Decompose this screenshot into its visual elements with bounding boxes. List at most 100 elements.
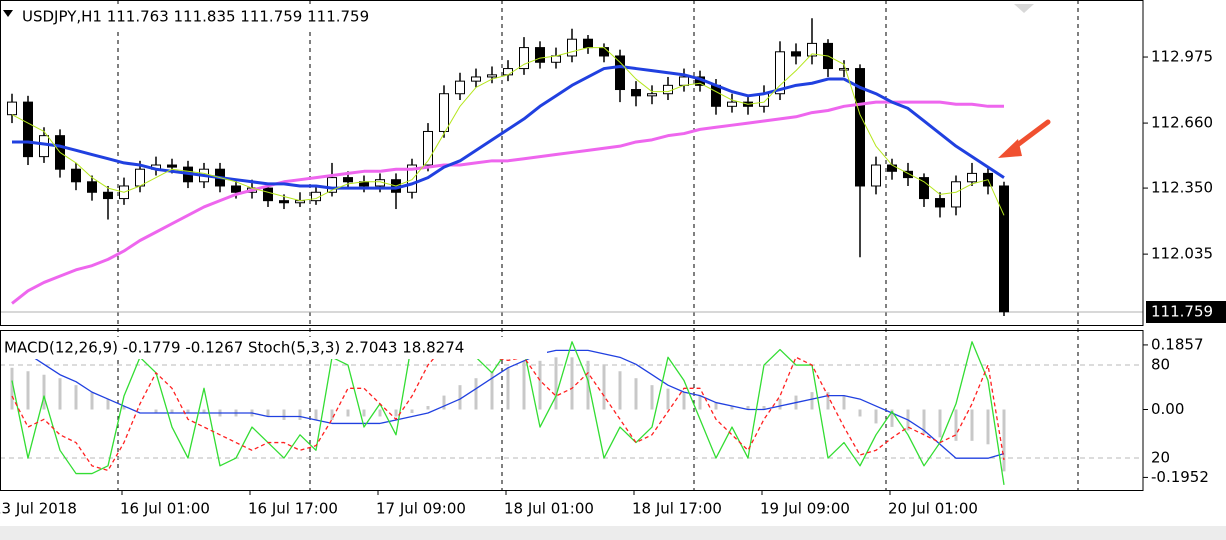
- candle-body: [807, 42, 817, 57]
- annotation-arrow: [998, 119, 1051, 158]
- histogram-bar: [26, 371, 30, 410]
- histogram-bar: [730, 406, 734, 410]
- histogram-bar: [442, 395, 446, 410]
- histogram-bar: [122, 406, 126, 410]
- histogram-bar: [762, 406, 766, 410]
- candle-body: [487, 74, 497, 78]
- histogram-bar: [458, 385, 462, 410]
- chart-menu-arrow[interactable]: [3, 10, 13, 17]
- candle-body: [567, 38, 577, 57]
- histogram-bar: [970, 409, 974, 441]
- candle-body: [871, 164, 881, 187]
- histogram-bar: [826, 392, 830, 410]
- histogram-bar: [282, 409, 286, 420]
- histogram-bar: [266, 409, 270, 417]
- last-price-box: [1146, 301, 1226, 323]
- histogram-bar: [154, 409, 158, 413]
- histogram-bar: [426, 406, 430, 410]
- candle-body: [7, 101, 17, 116]
- histogram-bar: [954, 409, 958, 441]
- histogram-bar: [570, 357, 574, 410]
- candle-body: [583, 38, 593, 49]
- chart-title: USDJPY,H1 111.763 111.835 111.759 111.75…: [22, 8, 369, 26]
- histogram-bar: [890, 409, 894, 427]
- histogram-bar: [474, 378, 478, 410]
- histogram-bar: [938, 409, 942, 438]
- status-strip: [0, 526, 1226, 540]
- histogram-bar: [298, 409, 302, 420]
- x-tick-label: 19 Jul 09:00: [760, 500, 850, 518]
- candle-body: [519, 47, 529, 70]
- candle-body: [663, 84, 673, 95]
- y-tick-label: 112.350: [1151, 179, 1213, 197]
- histogram-bar: [90, 392, 94, 410]
- candle-body: [87, 181, 97, 193]
- histogram-bar: [410, 409, 414, 413]
- candle-body: [615, 55, 625, 91]
- indicator-title-backdrop: [2, 337, 547, 359]
- candle-body: [279, 200, 289, 204]
- histogram-bar: [874, 409, 878, 424]
- y-tick-label: 112.035: [1151, 245, 1213, 263]
- x-tick-label: 16 Jul 01:00: [120, 500, 210, 518]
- histogram-bar: [74, 385, 78, 410]
- y2-tick-label: 80: [1151, 356, 1170, 374]
- moving-average-line: [11, 100, 1004, 305]
- stochastic-line: [11, 345, 1005, 472]
- candle-body: [343, 177, 353, 183]
- histogram-bar: [138, 409, 142, 411]
- histogram-bar: [650, 385, 654, 410]
- histogram-bar: [682, 392, 686, 410]
- histogram-bar: [554, 357, 558, 410]
- histogram-bar: [522, 360, 526, 410]
- candle-body: [439, 93, 449, 132]
- candle-body: [679, 76, 689, 86]
- last-price-label: 111.759: [1151, 303, 1213, 321]
- histogram-bar: [362, 409, 366, 417]
- histogram-bar: [490, 371, 494, 410]
- candle-body: [935, 198, 945, 208]
- candle-body: [631, 89, 641, 97]
- x-tick-label: 18 Jul 17:00: [632, 500, 722, 518]
- y-tick-label: 112.975: [1151, 48, 1213, 66]
- histogram-bar: [858, 409, 862, 417]
- histogram-bar: [378, 409, 382, 417]
- candle-body: [23, 101, 33, 158]
- candle-body: [999, 185, 1009, 313]
- candle-body: [103, 191, 113, 200]
- title-backdrop: [20, 6, 430, 28]
- shift-marker: [1014, 4, 1034, 13]
- y-tick-label: 0.00: [1151, 400, 1184, 418]
- histogram-bar: [1002, 409, 1006, 472]
- candle-body: [839, 68, 849, 71]
- candle-body: [503, 68, 513, 76]
- candle-body: [919, 177, 929, 200]
- histogram-bar: [842, 395, 846, 410]
- histogram-bar: [42, 374, 46, 410]
- histogram-bar: [58, 378, 62, 410]
- candle-body: [775, 51, 785, 95]
- x-tick-label: 17 Jul 09:00: [376, 500, 466, 518]
- candle-body: [39, 135, 49, 158]
- histogram-bar: [778, 399, 782, 410]
- histogram-bar: [698, 395, 702, 410]
- candle-body: [407, 164, 417, 193]
- main-panel-frame: [0, 0, 1144, 326]
- histogram-bar: [618, 371, 622, 410]
- histogram-bar: [746, 406, 750, 410]
- histogram-bar: [666, 388, 670, 410]
- histogram-bar: [986, 409, 990, 445]
- y-tick-label: 112.660: [1151, 114, 1213, 132]
- histogram-bar: [602, 364, 606, 410]
- candle-body: [455, 80, 465, 95]
- histogram-bar: [506, 367, 510, 410]
- histogram-bar: [394, 409, 398, 417]
- candle-body: [711, 84, 721, 107]
- candle-body: [951, 181, 961, 208]
- histogram-bar: [170, 409, 174, 413]
- candle-body: [167, 164, 177, 168]
- histogram-bar: [714, 402, 718, 410]
- candle-body: [791, 51, 801, 57]
